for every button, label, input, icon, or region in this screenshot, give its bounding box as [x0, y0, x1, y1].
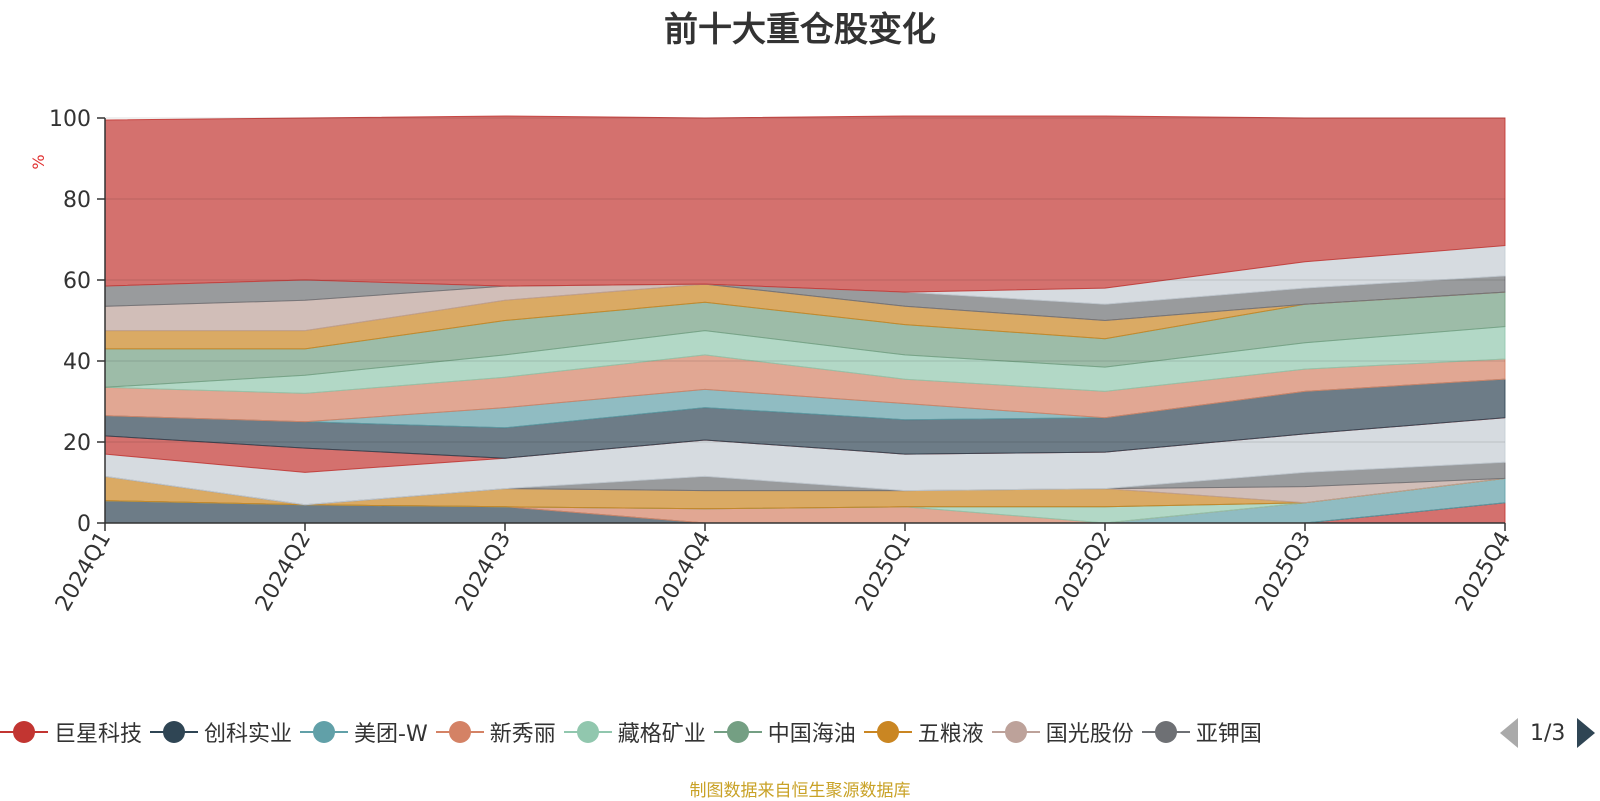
legend-label: 新秀丽 [489, 722, 556, 747]
legend: 巨星科技 创科实业 美团-W 新秀丽 藏格矿业 中国海油 五粮液 国光股份 亚钾国 [0, 712, 1270, 752]
legend-label: 美团-W [354, 722, 428, 747]
legend-item[interactable]: 五粮液 [863, 716, 984, 748]
legend-label: 五粮液 [917, 722, 984, 747]
x-tick-label: 2025Q3 [1251, 528, 1316, 616]
legend-page-indicator: 1/3 [1530, 720, 1566, 746]
legend-prev-page-icon[interactable] [1500, 718, 1518, 748]
x-tick-label: 2024Q2 [251, 528, 316, 616]
x-tick-label: 2025Q4 [1451, 528, 1516, 616]
x-tick-label: 2025Q1 [851, 528, 916, 616]
x-tick-label: 2025Q2 [1051, 528, 1116, 616]
y-tick-label: 80 [63, 188, 91, 213]
legend-marker-icon [991, 720, 1040, 744]
legend-item[interactable]: 巨星科技 [0, 716, 142, 748]
legend-label: 国光股份 [1045, 722, 1134, 747]
legend-marker-icon [713, 720, 762, 744]
y-axis-label: % [29, 154, 48, 169]
legend-marker-icon [435, 720, 484, 744]
x-tick-label: 2024Q1 [51, 528, 116, 616]
legend-label: 创科实业 [204, 722, 293, 747]
legend-item[interactable]: 亚钾国 [1141, 716, 1262, 748]
y-tick-label: 40 [63, 350, 91, 375]
x-tick-label: 2024Q3 [451, 528, 516, 616]
y-tick-label: 60 [63, 269, 91, 294]
y-tick-label: 0 [77, 512, 91, 537]
legend-next-page-icon[interactable] [1577, 718, 1596, 748]
series-area-20 [104, 115, 1506, 293]
legend-label: 藏格矿业 [617, 722, 706, 747]
legend-item[interactable]: 美团-W [300, 716, 428, 748]
legend-marker-icon [0, 720, 48, 744]
chart-title: 前十大重仓股变化 [664, 10, 936, 50]
legend-item[interactable]: 国光股份 [991, 716, 1134, 748]
legend-item[interactable]: 中国海油 [713, 716, 856, 748]
legend-pager: 1/3 [1500, 716, 1596, 750]
x-tick-label: 2024Q4 [651, 528, 716, 616]
legend-marker-icon [863, 720, 912, 744]
y-tick-label: 20 [63, 431, 91, 456]
legend-label: 中国海油 [767, 722, 856, 747]
legend-item[interactable]: 创科实业 [150, 716, 292, 748]
source-note: 制图数据来自恒生聚源数据库 [689, 781, 911, 801]
legend-label: 巨星科技 [54, 722, 143, 747]
legend-item[interactable]: 新秀丽 [435, 716, 556, 748]
y-tick-label: 100 [49, 107, 91, 132]
legend-marker-icon [1141, 720, 1190, 744]
legend-marker-icon [300, 720, 349, 744]
legend-marker-icon [563, 720, 612, 744]
legend-label: 亚钾国 [1195, 722, 1262, 747]
legend-item[interactable]: 藏格矿业 [563, 716, 706, 748]
legend-marker-icon [150, 720, 199, 744]
